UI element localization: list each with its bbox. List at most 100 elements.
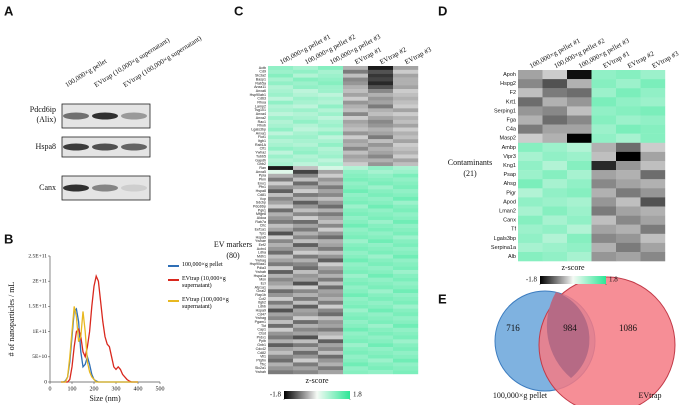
heatmap-cell <box>293 177 319 182</box>
heatmap-cell <box>293 273 319 278</box>
heatmap-cell <box>318 308 344 313</box>
heatmap-cell <box>318 116 344 121</box>
heatmap-cell <box>542 79 568 89</box>
heatmap-cell <box>293 304 319 309</box>
heatmap-cell <box>343 243 369 248</box>
heatmap-cell <box>318 235 344 240</box>
heatmap-cell <box>368 258 394 263</box>
heatmap-cell <box>293 127 319 132</box>
heatmap-cell <box>293 143 319 148</box>
heatmap-cell <box>293 246 319 251</box>
heatmap-cell <box>616 179 641 189</box>
heatmap-cell <box>393 135 419 140</box>
row-label: Tkt <box>261 324 266 328</box>
heatmap-cell <box>318 85 344 90</box>
heatmap-cell <box>293 323 319 328</box>
heatmap-cell <box>318 297 344 302</box>
blot-row-label: (Alix) <box>36 115 56 124</box>
heatmap-cell <box>268 235 294 240</box>
x-tick-label: 200 <box>90 386 99 392</box>
heatmap-cell <box>293 293 319 298</box>
heatmap-cell <box>343 273 369 278</box>
colorbar-title: z-score <box>305 376 329 385</box>
heatmap-cell <box>368 289 394 294</box>
heatmap-cell <box>268 181 294 186</box>
heatmap-cell <box>293 73 319 78</box>
heatmap-cell <box>343 358 369 363</box>
heatmap-cell <box>368 204 394 209</box>
heatmap-cell <box>343 81 369 86</box>
heatmap-cell <box>318 150 344 155</box>
heatmap-cell <box>518 88 543 98</box>
heatmap-cell <box>368 189 394 194</box>
heatmap-cell <box>268 327 294 332</box>
heatmap-cell <box>343 220 369 225</box>
heatmap-cell <box>393 146 419 151</box>
heatmap-cell <box>293 158 319 163</box>
heatmap-cell <box>318 69 344 74</box>
heatmap-cell <box>368 208 394 213</box>
heatmap-cell <box>268 139 294 144</box>
heatmap-cell <box>368 335 394 340</box>
heatmap-cell <box>293 300 319 305</box>
heatmap-cell <box>293 331 319 336</box>
heatmap-cell <box>368 270 394 275</box>
heatmap-cell <box>268 223 294 228</box>
heatmap-cell <box>293 173 319 178</box>
row-label: Masp2 <box>499 136 516 142</box>
heatmap-cell <box>591 151 617 162</box>
heatmap-cell <box>268 331 294 336</box>
heatmap-cell <box>640 70 666 80</box>
heatmap-cell <box>293 200 319 205</box>
heatmap-cell <box>343 293 369 298</box>
heatmap-cell <box>640 188 666 198</box>
row-label: Eno1 <box>258 181 266 185</box>
heatmap-cell <box>393 158 419 163</box>
heatmap-cell <box>268 239 294 244</box>
row-label: Pfn1 <box>259 185 266 189</box>
heatmap-cell <box>268 335 294 340</box>
heatmap-cell <box>542 161 568 171</box>
heatmap-cell <box>393 177 419 182</box>
heatmap-cell <box>268 227 294 232</box>
heatmap-cell <box>368 108 394 113</box>
heatmap-cell <box>343 308 369 313</box>
heatmap-cell <box>368 154 394 159</box>
heatmap-cell <box>368 127 394 132</box>
heatmap-cell <box>318 193 344 198</box>
heatmap-cell <box>343 66 369 71</box>
colorbar-tick-label: 1.8 <box>609 276 618 284</box>
heatmap-cell <box>268 212 294 217</box>
heatmap-cell <box>318 335 344 340</box>
row-label: Eef2 <box>259 243 266 247</box>
row-label: Tf <box>511 227 516 233</box>
heatmap-cell <box>368 347 394 352</box>
heatmap-cell <box>268 246 294 251</box>
heatmap-cell <box>318 331 344 336</box>
heatmap-cell <box>368 366 394 371</box>
heatmap-cell <box>518 170 543 180</box>
y-tick-label: 2E+11 <box>32 278 47 284</box>
heatmap-cell <box>318 323 344 328</box>
heatmap-cell <box>318 262 344 267</box>
heatmap-cell <box>293 277 319 282</box>
heatmap-cell <box>368 177 394 182</box>
heatmap-cell <box>343 185 369 190</box>
heatmap-cell <box>268 89 294 94</box>
heatmap-cell <box>318 139 344 144</box>
row-label: Pgk1 <box>258 208 266 212</box>
heatmap-cell <box>268 258 294 263</box>
heatmap-cell <box>268 208 294 213</box>
row-label: Pdia3 <box>257 266 266 270</box>
heatmap-cell <box>318 158 344 163</box>
heatmap-cell <box>318 127 344 132</box>
heatmap-cell <box>567 124 592 134</box>
row-label: Itgb2 <box>258 301 266 305</box>
heatmap-cell <box>616 224 641 234</box>
heatmap-cell <box>343 158 369 163</box>
heatmap-cell <box>393 223 419 228</box>
heatmap-cell <box>368 300 394 305</box>
heatmap-cell <box>268 273 294 278</box>
heatmap-cell <box>368 354 394 359</box>
heatmap-cell <box>318 177 344 182</box>
